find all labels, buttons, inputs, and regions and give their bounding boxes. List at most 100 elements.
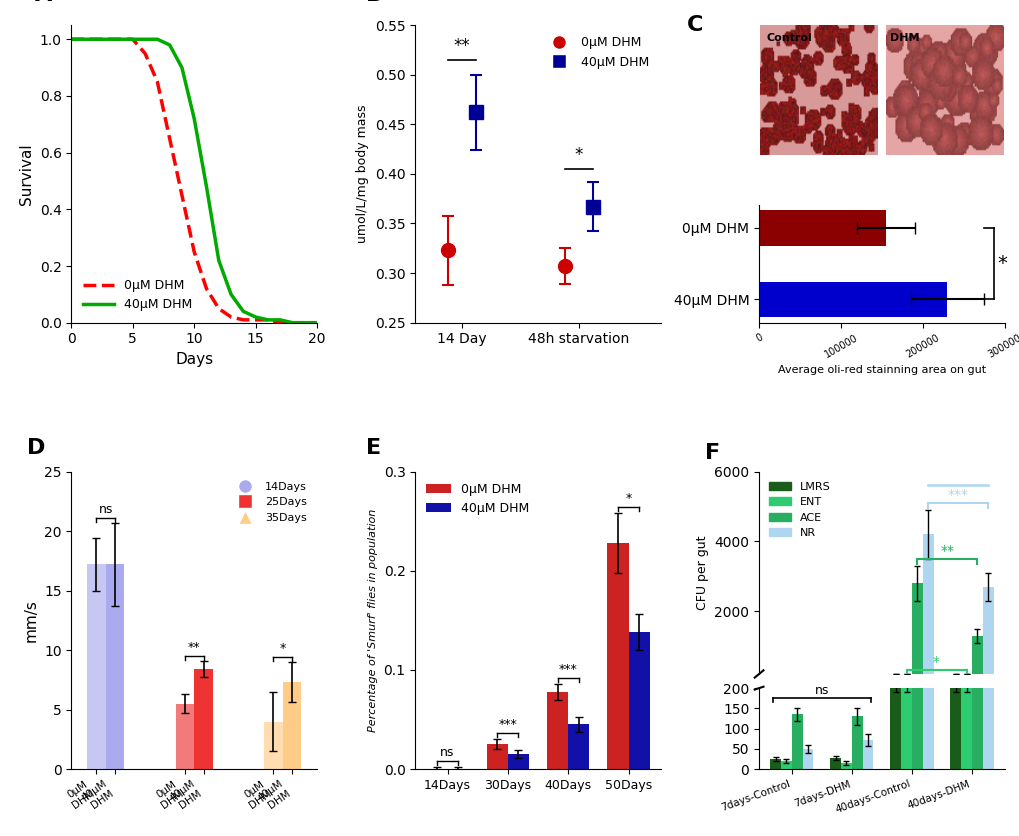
Bar [791, 676, 802, 681]
Text: *: * [932, 655, 940, 669]
Bar [971, 635, 981, 681]
0μM DHM [225, 312, 237, 322]
0μM DHM [151, 77, 163, 87]
Line: 40μM DHM: 40μM DHM [71, 39, 317, 323]
Bar [781, 761, 791, 769]
Text: **: ** [187, 641, 201, 655]
X-axis label: Days: Days [175, 352, 213, 367]
40μM DHM [237, 306, 250, 316]
Text: ns: ns [440, 747, 454, 759]
0μM DHM [311, 318, 323, 328]
Bar [971, 242, 981, 769]
Text: B: B [366, 0, 383, 5]
0μM DHM [250, 315, 262, 325]
0μM DHM [299, 318, 311, 328]
0μM DHM [212, 303, 224, 314]
40μM DHM [274, 315, 286, 325]
Bar [890, 688, 900, 769]
Bar [628, 632, 649, 769]
Legend: LMRS, ENT, ACE, NR: LMRS, ENT, ACE, NR [764, 477, 835, 543]
0μM DHM [65, 34, 77, 44]
Bar [282, 682, 301, 769]
Bar [911, 584, 922, 681]
Bar [862, 740, 872, 769]
Legend: 0μM DHM, 40μM DHM: 0μM DHM, 40μM DHM [541, 31, 654, 74]
Bar [950, 688, 960, 769]
Bar [607, 543, 628, 769]
Bar [862, 679, 872, 681]
40μM DHM [126, 34, 139, 44]
Bar [900, 688, 911, 769]
Text: A: A [35, 0, 52, 5]
Text: *: * [575, 146, 583, 164]
Bar [922, 534, 932, 681]
Legend: 0μM DHM, 40μM DHM: 0μM DHM, 40μM DHM [421, 477, 534, 520]
40μM DHM [175, 63, 187, 73]
Legend: 0μM DHM, 40μM DHM: 0μM DHM, 40μM DHM [77, 274, 197, 317]
Text: *: * [625, 492, 631, 505]
Bar [769, 759, 781, 769]
40μM DHM [200, 181, 212, 191]
40μM DHM [286, 318, 299, 328]
Bar [851, 716, 862, 769]
40μM DHM [163, 40, 175, 50]
40μM DHM [311, 318, 323, 328]
X-axis label: Average oli-red stainning area on gut: Average oli-red stainning area on gut [777, 365, 985, 375]
0μM DHM [286, 318, 299, 328]
40μM DHM [225, 289, 237, 299]
Bar [486, 744, 507, 769]
Y-axis label: mm/s: mm/s [23, 599, 39, 642]
0μM DHM [237, 315, 250, 325]
Bar [900, 674, 911, 681]
Bar [264, 721, 282, 769]
Bar [194, 669, 213, 769]
Text: ns: ns [814, 685, 828, 697]
0μM DHM [262, 315, 274, 325]
Bar [981, 587, 993, 681]
40μM DHM [250, 312, 262, 322]
40μM DHM [65, 34, 77, 44]
0μM DHM [163, 134, 175, 144]
Bar [758, 210, 886, 246]
Bar [546, 691, 568, 769]
40μM DHM [187, 114, 200, 124]
Text: F: F [704, 443, 719, 463]
Text: ***: *** [558, 663, 577, 675]
Y-axis label: umol/L/mg body mass: umol/L/mg body mass [356, 104, 369, 243]
0μM DHM [126, 34, 139, 44]
Legend: 14Days, 25Days, 35Days: 14Days, 25Days, 35Days [229, 477, 311, 527]
0μM DHM [200, 283, 212, 293]
Bar [922, 0, 932, 769]
Bar [802, 749, 813, 769]
40μM DHM [212, 255, 224, 265]
Bar [568, 725, 589, 769]
40μM DHM [151, 34, 163, 44]
Text: E: E [366, 438, 381, 457]
Text: DHM: DHM [890, 33, 919, 43]
Bar [507, 754, 529, 769]
Bar [829, 757, 841, 769]
Bar [87, 564, 106, 769]
Bar [802, 679, 813, 681]
Bar [851, 676, 862, 681]
Bar [106, 564, 124, 769]
Bar [911, 0, 922, 769]
40μM DHM [299, 318, 311, 328]
Line: 0μM DHM: 0μM DHM [71, 39, 317, 323]
Text: ***: *** [947, 488, 968, 502]
Text: ns: ns [99, 503, 113, 516]
Bar [981, 0, 993, 769]
Text: **: ** [940, 543, 954, 558]
Text: Control: Control [765, 33, 811, 43]
Text: D: D [28, 438, 46, 457]
Y-axis label: Survival: Survival [19, 143, 34, 205]
Text: ***: *** [498, 718, 517, 732]
Bar [890, 674, 900, 681]
Text: C: C [686, 15, 702, 35]
Bar [829, 680, 841, 681]
Y-axis label: CFU per gut: CFU per gut [695, 536, 708, 610]
0μM DHM [175, 190, 187, 200]
Bar [960, 688, 971, 769]
0μM DHM [139, 48, 151, 59]
Text: *: * [279, 642, 285, 655]
